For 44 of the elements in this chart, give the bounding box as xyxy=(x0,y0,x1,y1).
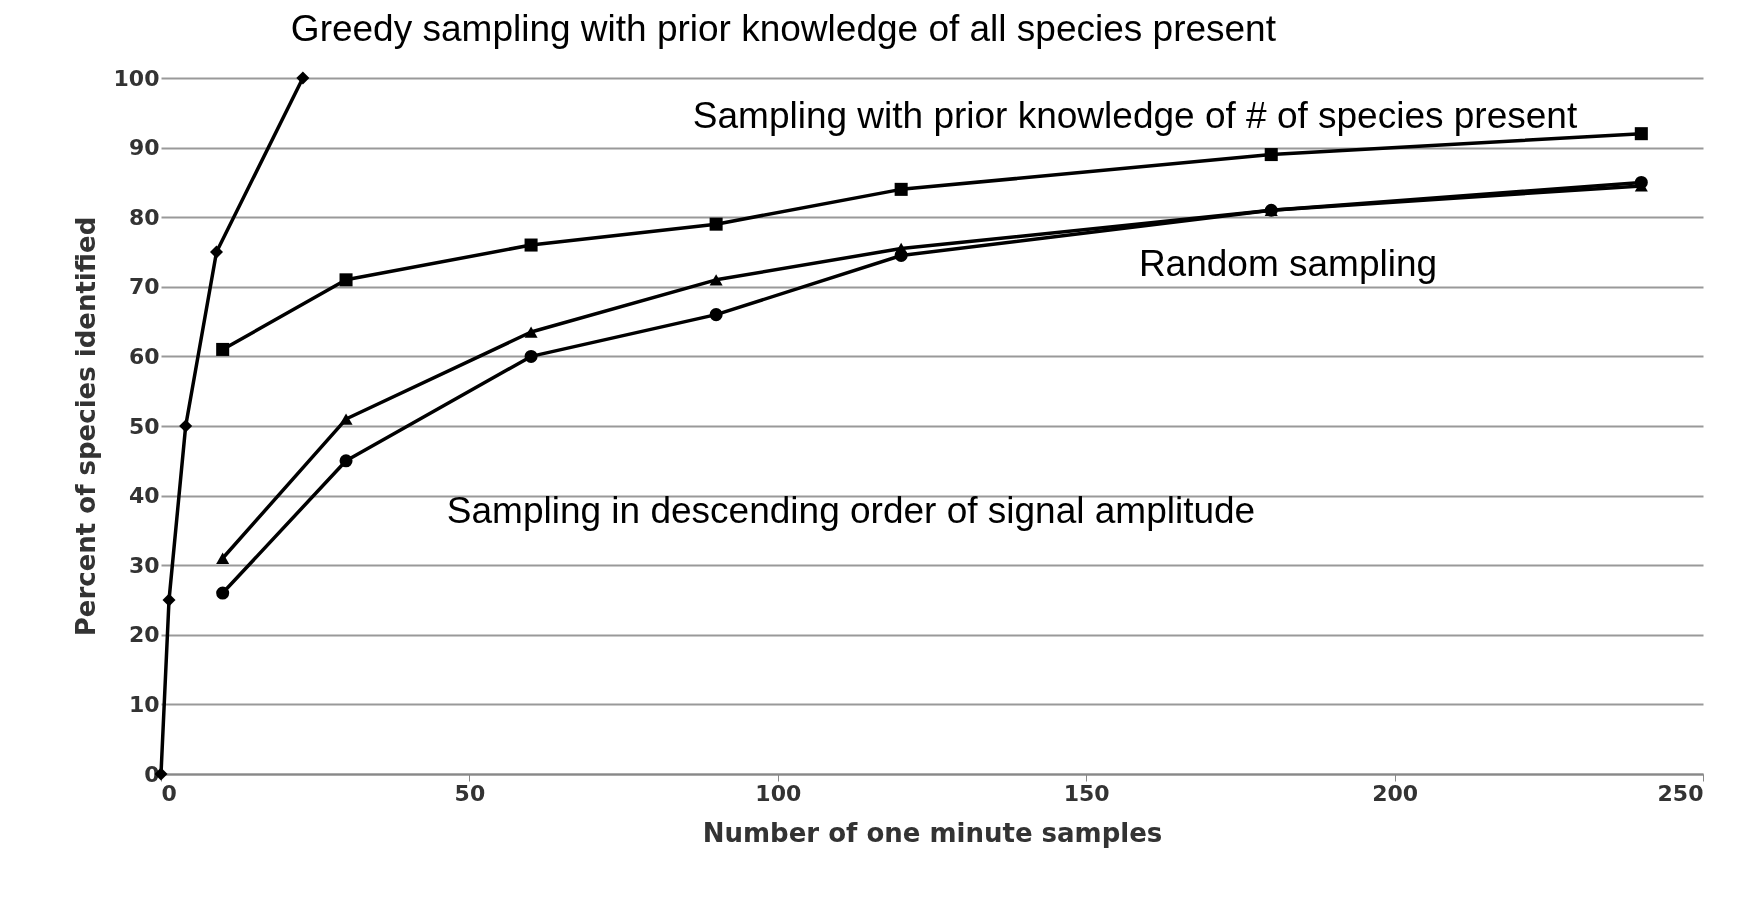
point xyxy=(216,586,230,600)
series-label: Greedy sampling with prior knowledge of all species present xyxy=(290,8,1277,49)
point xyxy=(894,182,908,196)
y-tick-label: 20 xyxy=(128,622,160,648)
point xyxy=(1264,148,1278,162)
x-axis-title: Number of one minute samples xyxy=(702,817,1163,848)
x-tick-label: 0 xyxy=(161,780,177,806)
x-tick-label: 100 xyxy=(755,780,802,806)
point xyxy=(709,274,723,286)
x-tick-label: 150 xyxy=(1063,780,1110,806)
point xyxy=(339,413,353,425)
y-tick-label: 60 xyxy=(128,343,160,369)
y-tick-label: 90 xyxy=(128,135,160,161)
point xyxy=(216,342,230,356)
point xyxy=(339,273,353,287)
point xyxy=(209,245,224,259)
point xyxy=(894,248,908,262)
point xyxy=(524,238,538,252)
point xyxy=(1634,127,1648,141)
y-tick-label: 100 xyxy=(113,65,160,91)
point xyxy=(296,71,310,85)
x-tick-label: 200 xyxy=(1372,780,1419,806)
y-tick-label: 40 xyxy=(128,483,160,509)
series-label: Sampling with prior knowledge of # of species present xyxy=(692,95,1578,136)
y-tick-label: 30 xyxy=(128,552,160,578)
point xyxy=(709,308,723,322)
series-label: Random sampling xyxy=(1138,243,1438,284)
point xyxy=(339,454,353,468)
y-tick-label: 70 xyxy=(128,274,160,300)
point xyxy=(162,593,176,607)
point xyxy=(179,419,193,433)
x-tick-label: 50 xyxy=(454,780,486,806)
text: Sampling in descending order of signal amplitude xyxy=(446,490,1256,531)
y-axis-title: Percent of species identified xyxy=(70,216,101,637)
point xyxy=(1634,175,1648,189)
point xyxy=(524,349,538,363)
y-tick-label: 0 xyxy=(144,761,160,787)
y-tick-label: 50 xyxy=(128,413,160,439)
point xyxy=(216,552,230,564)
y-tick-label: 10 xyxy=(128,691,160,717)
y-tick-label: 80 xyxy=(128,204,160,230)
point xyxy=(709,217,723,231)
x-tick-label: 250 xyxy=(1657,780,1704,806)
point xyxy=(524,326,538,338)
